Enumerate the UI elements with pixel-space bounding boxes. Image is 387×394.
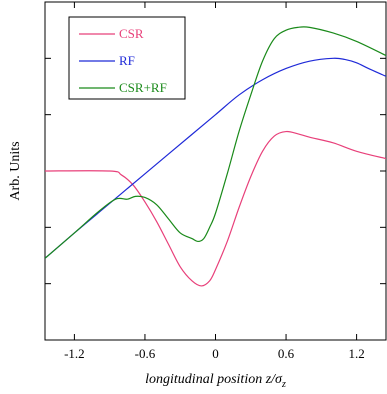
y-axis-label: Arb. Units (8, 141, 23, 200)
x-axis-label-subscript: z (281, 379, 286, 390)
x-tick-label: -1.2 (64, 346, 85, 361)
x-ticks: -1.2 -0.6 0 0.6 1.2 (64, 2, 365, 361)
legend-box (68, 16, 186, 100)
legend-label: CSR+RF (119, 80, 167, 95)
x-axis-label: longitudinal position z/σz (145, 372, 286, 390)
legend-label: RF (119, 53, 135, 68)
x-tick-label: 1.2 (348, 346, 364, 361)
x-tick-label: -0.6 (135, 346, 156, 361)
legend-label: CSR (119, 26, 144, 41)
x-axis-label-main: longitudinal position z/σ (145, 372, 283, 387)
x-tick-label: 0.6 (278, 346, 295, 361)
series-line-csr (45, 130, 386, 287)
series-lines (45, 26, 386, 287)
legend: CSR RF CSR+RF (68, 16, 186, 100)
series-line-csr-rf (45, 26, 386, 259)
x-tick-label: 0 (212, 346, 219, 361)
